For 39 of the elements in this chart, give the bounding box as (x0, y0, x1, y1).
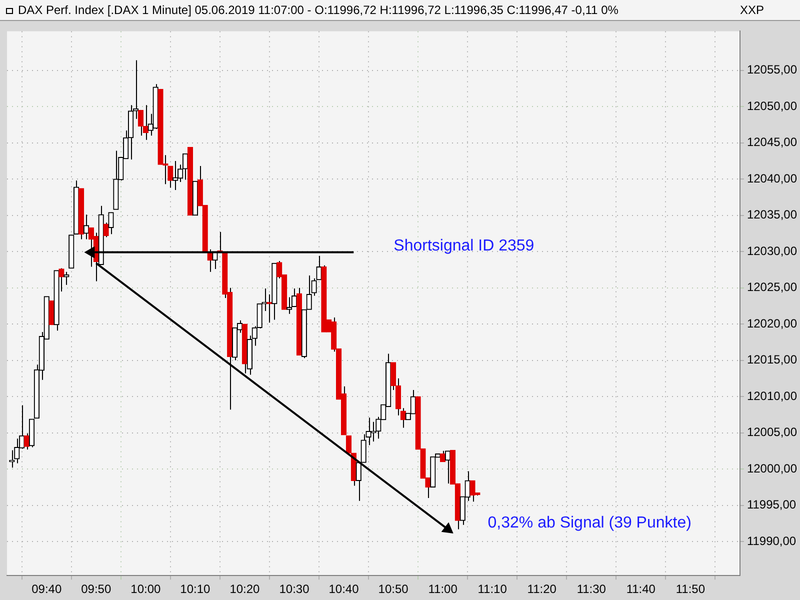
candlestick (182, 153, 188, 180)
y-tick-label: 12015,00 (746, 352, 798, 367)
x-tick-label: 09:40 (32, 582, 62, 596)
candlestick (356, 462, 362, 502)
x-tick-label: 10:10 (180, 582, 211, 596)
x-tick-label: 11:50 (676, 582, 706, 596)
candlestick (286, 296, 292, 314)
x-tick-label: 10:50 (378, 582, 409, 596)
x-tick-label: 10:20 (230, 582, 260, 596)
candlestick (64, 271, 70, 286)
y-tick-label: 12055,00 (746, 62, 798, 77)
text: XXP (739, 3, 766, 17)
x-tick-label: 11:40 (626, 582, 656, 596)
x-tick-label: 11:20 (527, 582, 557, 596)
annotation: 0,32% ab Signal (39 Punkte) (488, 514, 692, 532)
y-tick-label: 12010,00 (746, 388, 798, 403)
x-tick-label: 11:30 (576, 582, 606, 596)
x-tick-label: 09:50 (81, 582, 112, 596)
y-tick-label: 12000,00 (746, 461, 798, 476)
x-tick-label: 10:00 (130, 582, 162, 596)
x-tick-label: 10:40 (328, 582, 360, 596)
y-tick-label: 12030,00 (746, 244, 798, 258)
y-tick-label: 11995,00 (746, 498, 796, 512)
x-tick-label: 11:10 (478, 582, 508, 596)
y-tick-label: 12045,00 (746, 135, 798, 150)
y-tick-label: 12020,00 (746, 316, 798, 330)
annotation: Shortsignal ID 2359 (394, 238, 534, 255)
y-tick-label: 12050,00 (746, 98, 798, 113)
chart-title: DAX Perf. Index [.DAX 1 Minute] 05.06.2019 11:07:00 - O:11996,72 H:11996,72 L:11996,35 C:11996,47 -0,11 0% (18, 3, 620, 17)
candlestick (108, 212, 114, 235)
y-tick-label: 11990,00 (746, 534, 796, 548)
x-tick-label: 10:30 (279, 582, 310, 596)
y-tick-label: 12025,00 (746, 280, 798, 294)
y-tick-label: 12035,00 (746, 208, 798, 222)
y-tick-label: 12040,00 (746, 171, 798, 186)
y-tick-label: 12005,00 (746, 425, 798, 440)
candlestick (83, 214, 90, 240)
x-tick-label: 11:00 (428, 582, 458, 596)
candlestick (444, 450, 451, 484)
